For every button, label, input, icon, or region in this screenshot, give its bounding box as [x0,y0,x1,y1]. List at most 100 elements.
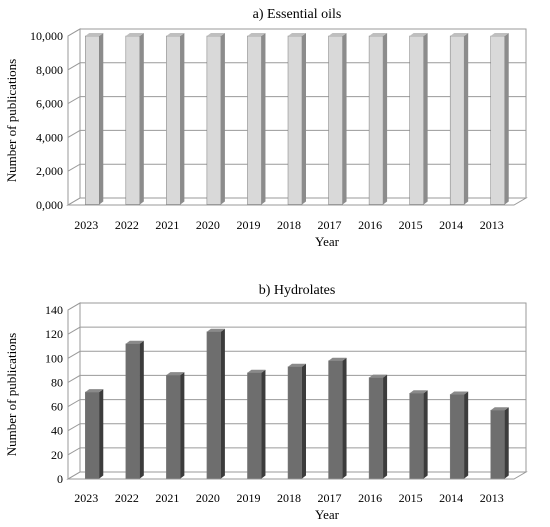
y-tick-label: 40 [51,424,63,438]
bar-top [409,33,428,36]
bar-front [287,366,303,479]
bar-top [450,391,469,395]
bar-front [166,374,181,479]
gridline [67,28,526,37]
x-tick-label: 2022 [115,218,139,232]
bar [85,33,104,205]
bar-top [450,33,469,36]
bar-front [85,391,100,479]
bar-top [247,33,266,36]
chart-2: b) Hydrolates 0 20 40 60 80 100 120 140 Number of… [4,283,528,522]
bar [409,33,428,205]
y-tick-label: 2,000 [36,164,63,178]
x-tick-label: 2022 [115,491,139,505]
bar-side [139,340,144,479]
bar [449,391,469,479]
bar-front [409,393,424,479]
y-tick-label: 6,000 [36,97,63,111]
x-tick-label: 2019 [236,218,260,232]
bar-side [423,33,428,205]
x-tick-label: 2023 [74,491,98,505]
bar [206,33,225,205]
bar-side [261,369,266,479]
bar-front [206,35,222,205]
bar [166,372,185,479]
bar-front [449,394,465,479]
bar-side [139,33,144,205]
y-tick-label: 0,000 [36,198,63,212]
plot-floor [66,197,528,206]
bar-top [328,357,347,361]
bar-top [328,33,347,36]
bar-top [490,33,509,36]
bar-side [99,33,104,205]
bar-side [504,33,509,205]
bar-top [247,369,266,373]
bar-top [369,374,388,378]
bar-front [368,377,384,479]
bar-side [342,33,347,205]
y-axis-label: Number of publications [4,333,19,456]
x-tick-label: 2015 [399,218,423,232]
bar-front [368,35,384,205]
x-tick-label: 2021 [155,491,179,505]
x-tick-label: 2017 [318,491,342,505]
bar-side [423,390,428,479]
bar-front [328,360,343,479]
bar [85,389,104,479]
bar-top [206,328,225,332]
x-tick-label: 2016 [358,491,382,505]
plot-side-wall [67,302,81,480]
bar [247,33,266,205]
bar-side [504,407,509,479]
y-tick-label: 20 [51,448,63,462]
y-tick-label: 60 [51,400,63,414]
bar [368,374,388,479]
x-tick-label: 2013 [480,218,504,232]
bar-front [166,35,181,205]
bar-front [85,35,100,205]
y-axis-label: Number of publications [4,59,19,182]
bar-top [409,390,428,394]
bar [247,369,266,479]
plot-side-wall [67,28,81,206]
bar [328,33,347,205]
bar-front [206,331,222,479]
y-tick-label: 80 [51,375,63,389]
x-tick-label: 2017 [318,218,342,232]
bar-side [464,33,469,205]
x-tick-label: 2016 [358,218,382,232]
bar [125,33,144,205]
chart-title: b) Hydrolates [259,283,336,298]
bar-front [449,35,465,205]
bar-front [409,35,424,205]
bar-top [85,33,104,36]
gridline [67,326,526,335]
x-tick-label: 2023 [74,218,98,232]
x-tick-label: 2013 [480,491,504,505]
x-tick-label: 2014 [439,491,463,505]
x-tick-label: 2014 [439,218,463,232]
bar-side [383,374,388,479]
bar-front [125,35,141,205]
bar [328,357,347,479]
bar-top [288,33,306,36]
bar [287,33,306,205]
bar-front [247,372,262,479]
bar [490,33,509,205]
y-tick-label: 4,000 [36,130,63,144]
chart-1: a) Essential oils 0,000 2,000 4,000 6,000 8,0… [4,7,528,249]
y-tick-label: 10,000 [30,29,63,43]
bar [409,390,428,479]
bar-top [166,33,185,36]
bar-front [125,343,141,479]
y-tick-label: 8,000 [36,63,63,77]
bar-front [247,35,262,205]
bar-side [220,328,225,479]
gridline [67,350,526,359]
bar-side [220,33,225,205]
x-axis-label: Year [315,234,340,249]
chart-title: a) Essential oils [253,7,342,22]
bar-side [180,33,185,205]
